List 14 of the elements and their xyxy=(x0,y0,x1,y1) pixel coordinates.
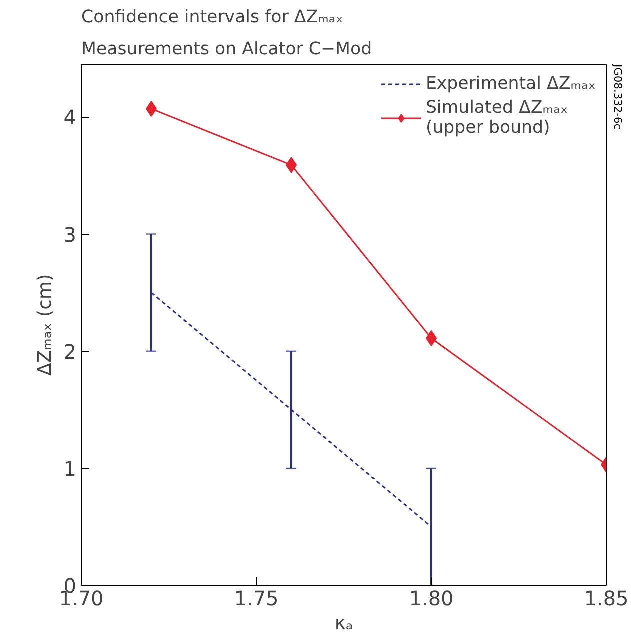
chart-subtitle: Measurements on Alcator C−Mod xyxy=(82,40,372,60)
legend-label: Experimental ΔZₘₐₓ xyxy=(426,74,596,94)
x-tick-label: 1.75 xyxy=(234,586,279,610)
x-tick-label: 1.85 xyxy=(584,586,629,610)
x-axis-title: κₐ xyxy=(334,614,354,634)
chart-title: Confidence intervals for ΔZₘₐₓ xyxy=(82,8,344,28)
y-tick-label: 1 xyxy=(64,456,77,481)
x-tick-label: 1.80 xyxy=(409,586,454,610)
y-tick-label: 3 xyxy=(64,222,77,247)
y-tick-label: 2 xyxy=(64,340,77,364)
y-tick-label: 4 xyxy=(64,106,77,130)
text: JG08.332-6c xyxy=(612,64,624,130)
legend-label: Simulated ΔZₘₐₓ (upper bound) xyxy=(426,98,568,138)
y-axis-title: ΔZₘₐₓ (cm) xyxy=(34,274,56,376)
